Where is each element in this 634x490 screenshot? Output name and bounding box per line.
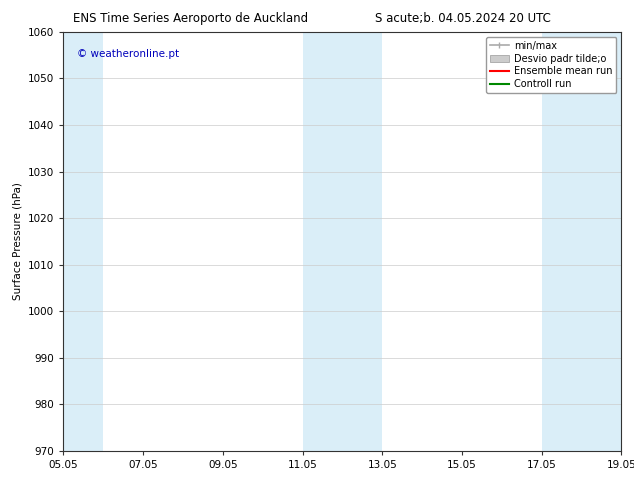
- Bar: [581, 32, 621, 451]
- Bar: [541, 32, 581, 451]
- Legend: min/max, Desvio padr tilde;o, Ensemble mean run, Controll run: min/max, Desvio padr tilde;o, Ensemble m…: [486, 37, 616, 93]
- Bar: [63, 32, 103, 451]
- Y-axis label: Surface Pressure (hPa): Surface Pressure (hPa): [13, 182, 23, 300]
- Text: ENS Time Series Aeroporto de Auckland: ENS Time Series Aeroporto de Auckland: [73, 12, 307, 25]
- Bar: [302, 32, 342, 451]
- Text: © weatheronline.pt: © weatheronline.pt: [77, 49, 179, 59]
- Text: S acute;b. 04.05.2024 20 UTC: S acute;b. 04.05.2024 20 UTC: [375, 12, 551, 25]
- Bar: [342, 32, 382, 451]
